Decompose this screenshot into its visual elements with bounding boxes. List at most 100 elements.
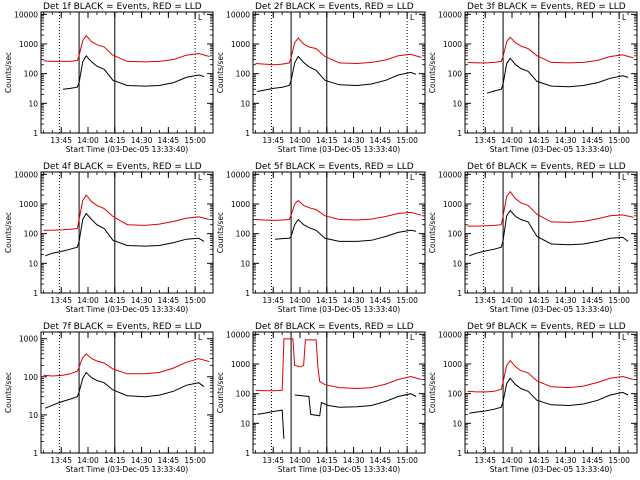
y-tick-label: 1 (457, 129, 462, 138)
x-tick-label: 14:45 (370, 136, 392, 145)
y-tick-label: 1000 (231, 40, 250, 49)
y-tick-label: 100 (236, 390, 251, 399)
x-tick-label: 14:45 (158, 136, 180, 145)
lld-series-line (467, 190, 634, 227)
panel-title: Det 2f BLACK = Events, RED = LLD (255, 2, 414, 12)
events-series-line (469, 209, 629, 257)
y-tick-label: 10000 (226, 170, 250, 179)
y-tick-label: 1 (33, 449, 38, 458)
panel-title: Det 5f BLACK = Events, RED = LLD (255, 162, 414, 172)
y-axis-label: Counts/sec (4, 52, 13, 93)
plot-frame (252, 331, 426, 454)
plot-frame (464, 171, 638, 294)
plot-frame (40, 171, 214, 294)
x-tick-label: 14:30 (131, 456, 153, 465)
x-tick-label: 14:15 (528, 136, 550, 145)
corner-label: L (622, 173, 627, 182)
lld-series-line (43, 353, 210, 377)
y-axis-label: Counts/sec (216, 212, 225, 253)
lld-series-line (255, 37, 422, 66)
y-axis-label: Counts/sec (428, 372, 437, 413)
y-tick-label: 10000 (226, 10, 250, 19)
plot-frame (252, 171, 426, 294)
x-tick-label: 14:45 (370, 456, 392, 465)
x-tick-label: 13:45 (474, 456, 496, 465)
x-tick-label: 14:45 (582, 136, 604, 145)
y-tick-label: 1 (33, 129, 38, 138)
x-axis-label: Start Time (03-Dec-05 13:33:40) (490, 465, 612, 474)
y-tick-label: 1000 (443, 360, 462, 369)
y-tick-label: 10 (452, 419, 462, 428)
x-tick-label: 14:45 (370, 296, 392, 305)
x-tick-label: 15:00 (396, 296, 418, 305)
x-tick-label: 14:00 (501, 136, 523, 145)
panel-title: Det 9f BLACK = Events, RED = LLD (467, 322, 626, 332)
x-axis-label: Start Time (03-Dec-05 13:33:40) (278, 305, 400, 314)
y-tick-label: 100 (448, 230, 463, 239)
x-tick-label: 14:45 (582, 296, 604, 305)
x-tick-label: 14:30 (131, 136, 153, 145)
y-tick-label: 100 (448, 390, 463, 399)
y-tick-label: 100 (236, 230, 251, 239)
x-tick-label: 14:15 (316, 136, 338, 145)
y-tick-label: 1000 (443, 200, 462, 209)
x-tick-label: 14:30 (555, 136, 577, 145)
corner-label: L (198, 13, 203, 22)
y-tick-label: 10 (240, 419, 250, 428)
events-series-line (486, 57, 629, 94)
x-tick-label: 14:00 (289, 296, 311, 305)
x-tick-label: 14:00 (289, 136, 311, 145)
x-tick-label: 13:45 (50, 296, 72, 305)
x-tick-label: 15:00 (608, 296, 630, 305)
x-axis-label: Start Time (03-Dec-05 13:33:40) (66, 305, 188, 314)
events-series-line (469, 377, 629, 414)
y-tick-label: 100 (24, 373, 39, 382)
x-tick-label: 15:00 (396, 136, 418, 145)
lld-series-line (467, 359, 634, 393)
plot-frame (252, 11, 426, 134)
y-tick-label: 1 (457, 289, 462, 298)
y-axis-label: Counts/sec (428, 212, 437, 253)
x-axis-label: Start Time (03-Dec-05 13:33:40) (278, 145, 400, 154)
corner-label: L (198, 173, 203, 182)
y-tick-label: 1 (245, 449, 250, 458)
y-tick-label: 100 (448, 70, 463, 79)
events-series-line (257, 393, 417, 439)
y-tick-label: 10000 (438, 10, 462, 19)
panel-title: Det 4f BLACK = Events, RED = LLD (43, 162, 202, 172)
y-tick-label: 100 (24, 230, 39, 239)
x-tick-label: 13:45 (262, 136, 284, 145)
x-tick-label: 14:30 (343, 136, 365, 145)
x-tick-label: 14:30 (343, 456, 365, 465)
x-tick-label: 15:00 (608, 456, 630, 465)
y-tick-label: 1000 (19, 335, 38, 344)
y-tick-label: 100 (236, 70, 251, 79)
y-tick-label: 10 (240, 259, 250, 268)
x-tick-label: 15:00 (184, 456, 206, 465)
lld-series-line (255, 199, 422, 221)
lld-series-line (43, 194, 210, 231)
y-axis-label: Counts/sec (216, 372, 225, 413)
y-axis-label: Counts/sec (4, 372, 13, 413)
corner-label: L (622, 13, 627, 22)
x-tick-label: 15:00 (396, 456, 418, 465)
x-tick-label: 13:45 (262, 296, 284, 305)
x-tick-label: 13:45 (50, 456, 72, 465)
x-tick-label: 15:00 (184, 136, 206, 145)
y-tick-label: 1 (245, 289, 250, 298)
x-tick-label: 15:00 (608, 136, 630, 145)
panel-title: Det 7f BLACK = Events, RED = LLD (43, 322, 202, 332)
lld-series-line (255, 338, 422, 392)
corner-label: L (410, 333, 415, 342)
x-tick-label: 14:00 (501, 296, 523, 305)
x-axis-label: Start Time (03-Dec-05 13:33:40) (66, 145, 188, 154)
y-tick-label: 10000 (438, 330, 462, 339)
x-tick-label: 13:45 (50, 136, 72, 145)
corner-label: L (410, 173, 415, 182)
